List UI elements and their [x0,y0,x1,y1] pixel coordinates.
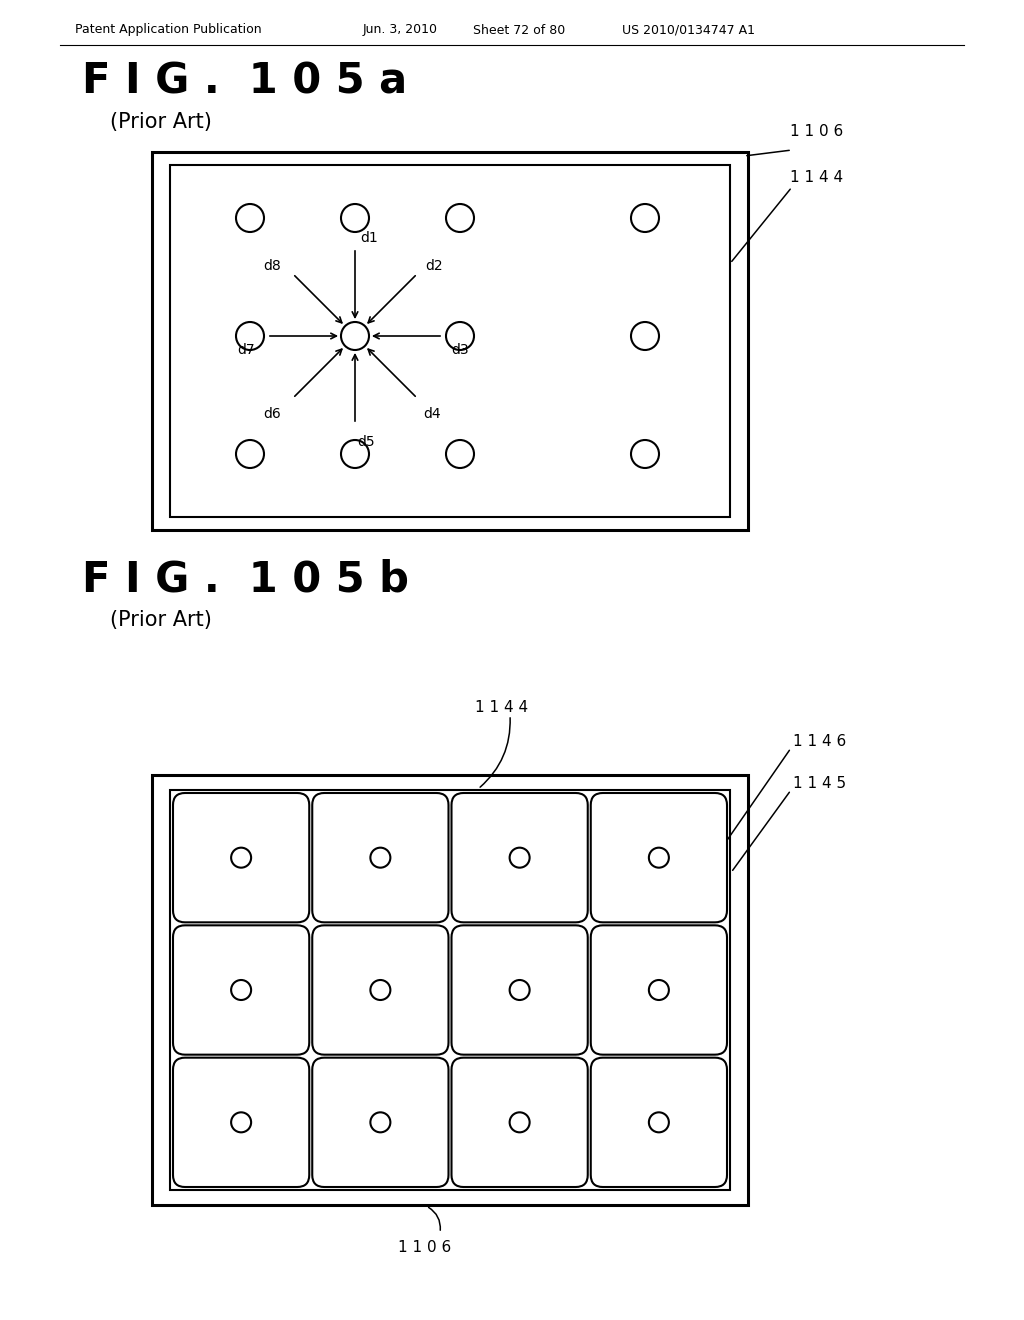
Text: d2: d2 [425,259,442,273]
Bar [170,789,730,1191]
Text: d8: d8 [263,259,281,273]
Text: 1 1 4 5: 1 1 4 5 [793,776,846,792]
Text: Sheet 72 of 80: Sheet 72 of 80 [473,24,565,37]
Text: 1 1 0 6: 1 1 0 6 [790,124,843,140]
Text: F I G .  1 0 5 a: F I G . 1 0 5 a [82,61,408,103]
Bar [152,775,748,1205]
FancyBboxPatch shape [312,925,449,1055]
Text: 1 1 4 4: 1 1 4 4 [475,701,528,715]
Text: US 2010/0134747 A1: US 2010/0134747 A1 [622,24,755,37]
Text: d7: d7 [237,343,255,356]
FancyBboxPatch shape [312,793,449,923]
Text: Patent Application Publication: Patent Application Publication [75,24,261,37]
Text: d4: d4 [423,408,441,421]
Text: d3: d3 [451,343,469,356]
Text: (Prior Art): (Prior Art) [110,112,212,132]
FancyBboxPatch shape [312,1057,449,1187]
FancyBboxPatch shape [173,793,309,923]
Text: F I G .  1 0 5 b: F I G . 1 0 5 b [82,558,409,601]
Text: (Prior Art): (Prior Art) [110,610,212,630]
Bar [152,152,748,531]
Text: d1: d1 [360,231,378,246]
Text: 1 1 4 6: 1 1 4 6 [793,734,846,750]
Text: 1 1 4 4: 1 1 4 4 [790,169,843,185]
FancyBboxPatch shape [452,1057,588,1187]
FancyBboxPatch shape [173,1057,309,1187]
Bar [170,165,730,517]
FancyBboxPatch shape [591,925,727,1055]
FancyBboxPatch shape [173,925,309,1055]
Text: Jun. 3, 2010: Jun. 3, 2010 [362,24,438,37]
Text: d6: d6 [263,408,281,421]
FancyBboxPatch shape [452,925,588,1055]
Text: d5: d5 [357,436,375,449]
FancyBboxPatch shape [452,793,588,923]
FancyBboxPatch shape [591,793,727,923]
Text: 1 1 0 6: 1 1 0 6 [398,1241,452,1255]
FancyBboxPatch shape [591,1057,727,1187]
